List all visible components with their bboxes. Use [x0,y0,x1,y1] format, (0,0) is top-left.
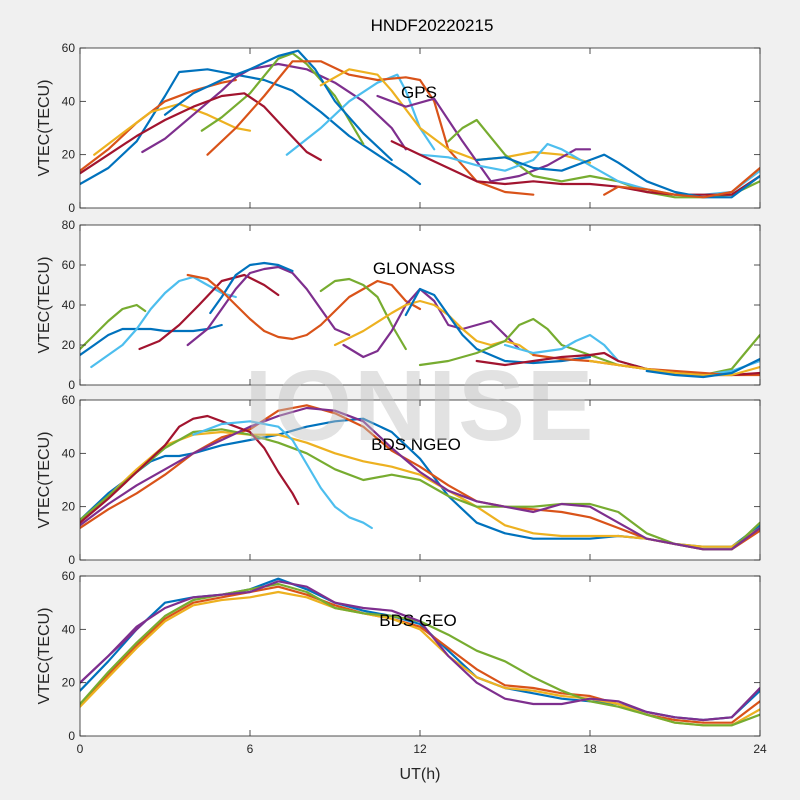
panel-2: 0 20 40 60 VTEC(TECU) BDS NGEO [36,393,761,567]
series-line-3 [80,428,760,551]
x-tick-label: 18 [583,742,597,756]
watermark: IONISE [245,350,596,462]
figure-title: HNDF20220215 [371,16,494,35]
series-line-15 [588,359,760,377]
series-line-7 [163,49,393,162]
series-line-5 [80,414,300,524]
y-tick-label: 0 [68,553,75,567]
series-line-1 [80,303,147,351]
series-line-0 [80,323,223,357]
x-tick-label: 6 [247,742,254,756]
plot-area [80,225,760,385]
y-tick-label: 0 [68,201,75,215]
x-tick-label: 12 [413,742,427,756]
y-tick-label: 20 [62,676,76,690]
series-line-15 [603,166,760,199]
series-line-4 [80,406,760,551]
y-tick-label: 0 [68,378,75,392]
series-line-4 [200,52,365,146]
y-tick-label: 60 [62,258,76,272]
series-line-9 [319,68,592,164]
y-tick-label: 40 [62,446,76,460]
series-line-8 [206,60,535,196]
panel-label: BDS GEO [379,611,456,630]
panel-label: GPS [401,83,437,102]
y-axis-label: VTEC(TECU) [36,608,53,705]
series-line-4 [186,265,351,347]
panel-1: 0 20 40 60 80 VTEC(TECU) GLONASS [36,218,761,392]
series-line-10 [376,94,592,183]
y-tick-label: 60 [62,41,76,55]
series-group [80,49,760,199]
series-line-6 [192,420,373,530]
y-tick-label: 80 [62,218,76,232]
y-axis-label: VTEC(TECU) [36,257,53,354]
series-line-16 [645,357,760,379]
x-axis-label: UT(h) [400,766,441,783]
series-line-7 [319,277,407,351]
series-line-6 [80,92,322,175]
series-group [80,404,760,551]
series-line-2 [90,275,237,369]
series-line-10 [404,287,592,365]
y-tick-label: 0 [68,729,75,743]
x-tick-label: 24 [753,742,767,756]
panel-3: 0 6 12 18 24 0 20 40 60 VTEC(TECU) BDS GEO [36,569,767,756]
y-tick-label: 20 [62,148,76,162]
y-axis-label: VTEC(TECU) [36,80,53,177]
series-line-5 [80,620,147,684]
y-tick-label: 20 [62,500,76,514]
y-tick-label: 20 [62,338,76,352]
panel-label: BDS NGEO [371,435,461,454]
series-line-3 [141,62,407,154]
panel-label: GLONASS [373,259,455,278]
y-tick-label: 60 [62,393,76,407]
series-line-3 [138,273,280,351]
series-group [80,577,760,727]
series-line-6 [186,273,422,341]
series-group [80,261,760,379]
series-line-5 [209,261,294,315]
series-line-13 [390,140,760,196]
series-line-8 [342,287,521,359]
panel-0: 0 20 40 60 VTEC(TECU) GPS [36,41,761,215]
y-axis-label: VTEC(TECU) [36,432,53,529]
y-tick-label: 40 [62,298,76,312]
x-tick-label: 0 [77,742,84,756]
series-line-1 [80,78,237,172]
y-tick-label: 40 [62,622,76,636]
y-tick-label: 60 [62,569,76,583]
y-tick-label: 40 [62,94,76,108]
series-line-4 [80,580,760,722]
